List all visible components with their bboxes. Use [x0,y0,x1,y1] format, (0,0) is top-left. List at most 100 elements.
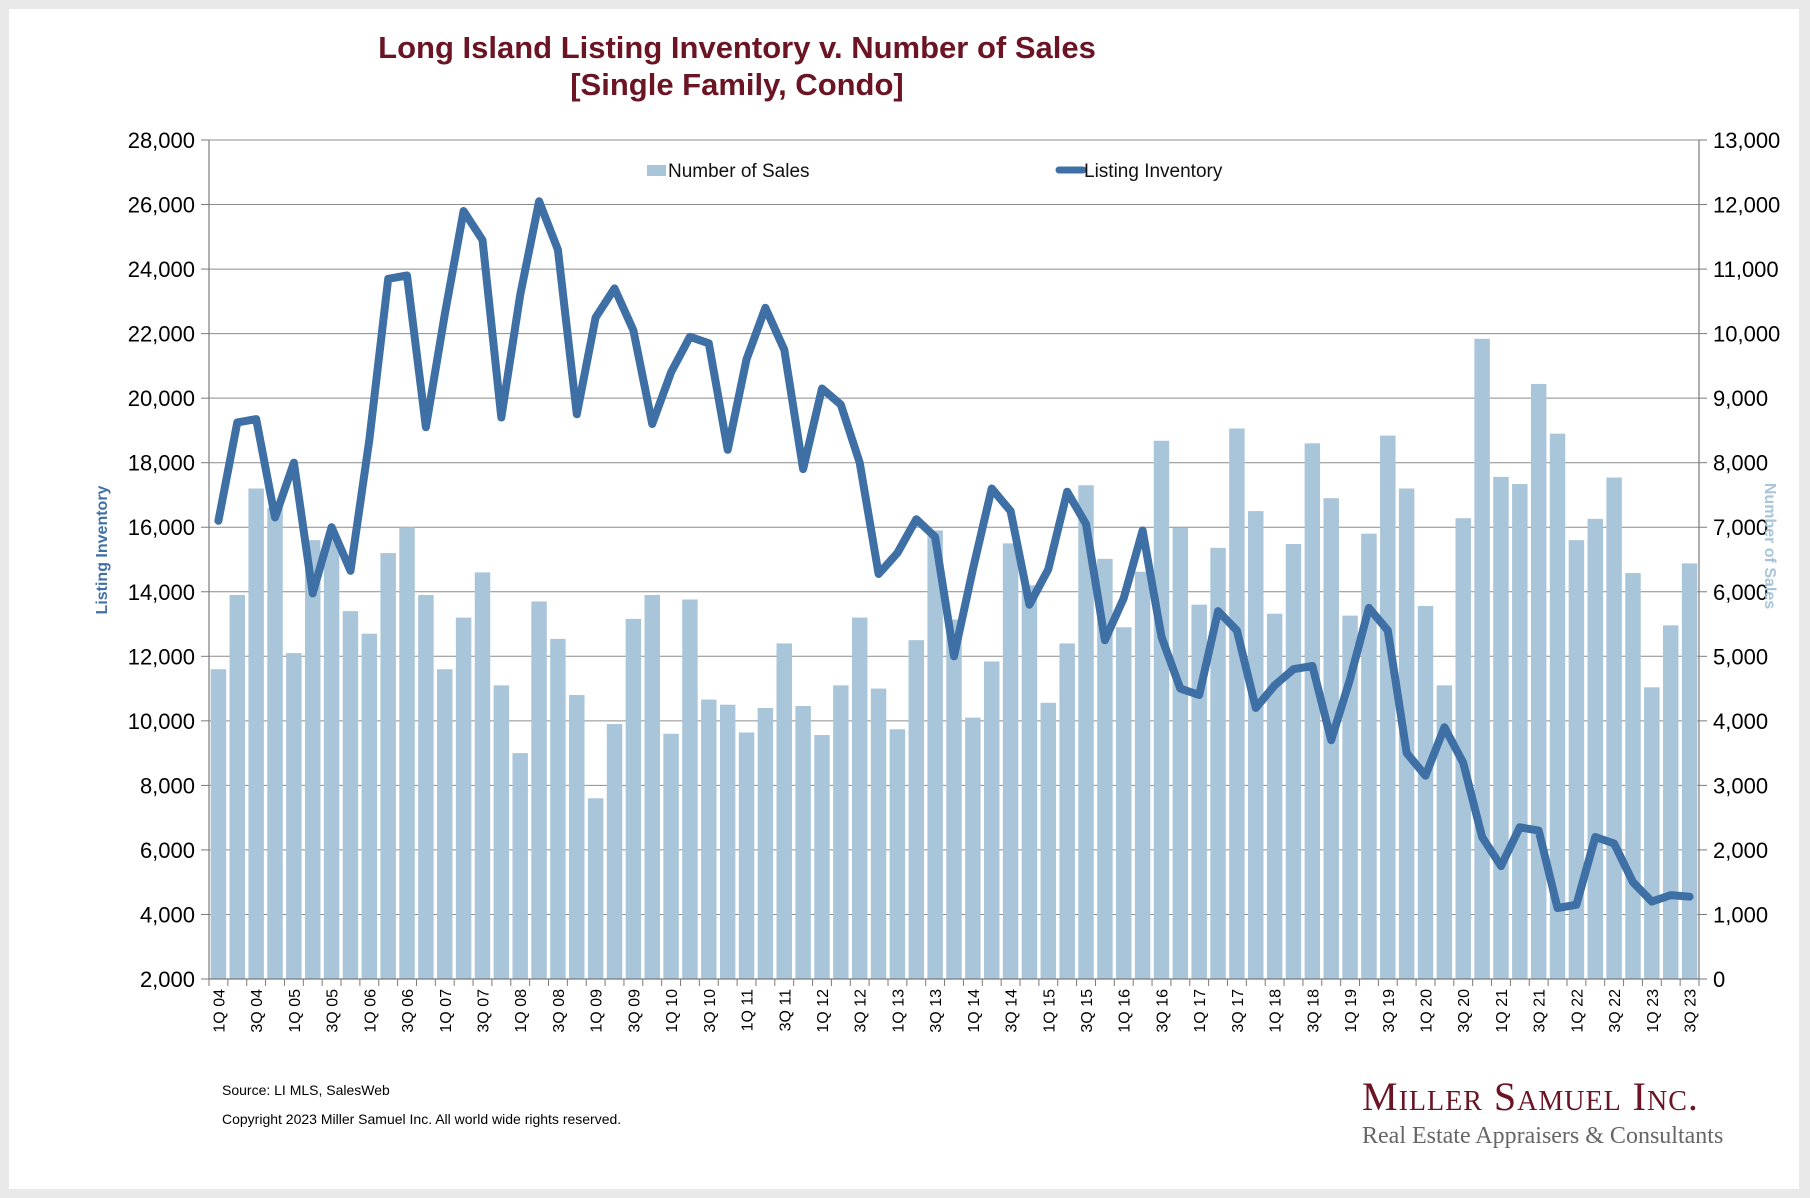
x-tick-label: 1Q 07 [438,989,455,1033]
x-tick-label: 3Q 11 [777,989,794,1032]
sales-bar [550,638,566,979]
sales-bar [1606,477,1622,979]
sales-bar [908,640,925,979]
sales-bar [512,753,528,979]
sales-bar [757,707,774,979]
sales-bar [663,733,679,979]
sales-bar [1078,485,1094,979]
sales-bar [851,617,868,979]
y-left-tick-label: 14,000 [128,580,195,605]
sales-bar [1134,571,1151,979]
sales-bar [267,507,283,979]
line-layer [214,197,1694,912]
x-tick-label: 1Q 12 [815,989,832,1033]
y-right-tick-label: 8,000 [1713,451,1768,476]
sales-bar [380,553,396,979]
sales-bar [1644,687,1660,979]
sales-bar [738,732,755,979]
legend: Number of Sales Listing Inventory [647,161,1223,182]
x-tick-label: 1Q 04 [211,989,228,1033]
x-tick-label: 3Q 15 [1079,989,1096,1033]
x-tick-label: 1Q 16 [1117,989,1134,1033]
sales-bar [531,601,547,979]
x-tick-label: 3Q 13 [928,989,945,1033]
x-tick-label: 1Q 22 [1569,989,1586,1033]
y-left-tick-label: 10,000 [128,709,195,734]
sales-bar [1116,627,1132,979]
x-tick-label: 1Q 14 [966,989,983,1033]
x-tick-label: 3Q 19 [1381,989,1398,1033]
sales-bar [1191,604,1207,979]
y-right-tick-label: 2,000 [1713,838,1768,863]
sales-bar [1229,428,1245,979]
sales-bar [210,669,227,979]
sales-bar [776,643,792,979]
x-tick-label: 1Q 11 [740,989,757,1032]
sales-bar [418,594,434,979]
y-left-tick-label: 2,000 [140,967,195,992]
sales-bar [305,540,321,979]
x-tick-label: 1Q 15 [1041,989,1058,1033]
copyright-note: Copyright 2023 Miller Samuel Inc. All wo… [222,1111,622,1127]
sales-bar [493,685,510,979]
sales-bar [1662,625,1679,979]
y-right-tick-label: 12,000 [1713,193,1780,218]
y-right-tick-label: 7,000 [1713,515,1768,540]
brand-logo-tagline: Real Estate Appraisers & Consultants [1362,1123,1724,1149]
y-left-axis-label: Listing Inventory [94,485,111,614]
sales-bar [1512,483,1528,979]
x-tick-label: 3Q 14 [1004,989,1021,1033]
sales-bar [965,717,981,979]
x-tick-label: 1Q 18 [1268,989,1285,1033]
y-left-tick-label: 20,000 [128,386,195,411]
sales-bar [399,527,415,979]
chart-title-line2: [Single Family, Condo] [570,67,904,102]
x-tick-label: 3Q 05 [325,989,342,1033]
y-left-tick-label: 26,000 [128,193,195,218]
y-left-tick-label: 12,000 [128,644,195,669]
x-tick-label: 1Q 21 [1494,989,1511,1033]
sales-bar [644,594,660,979]
sales-bar [229,594,246,979]
y-right-tick-label: 1,000 [1713,902,1768,927]
sales-bar [323,540,340,979]
x-tick-label: 1Q 05 [287,989,304,1033]
sales-bar [814,735,830,979]
legend-label-sales: Number of Sales [668,161,810,182]
y-right-tick-label: 0 [1713,967,1725,992]
sales-bar [1380,435,1396,979]
sales-bar [1417,605,1434,979]
sales-bar [361,633,378,979]
sales-bar [248,488,264,979]
sales-bar [1153,440,1170,979]
chart-svg: Long Island Listing Inventory v. Number … [94,30,1781,1033]
sales-bar [701,699,717,979]
sales-bar [1172,527,1189,979]
sales-bar [437,669,453,979]
x-tick-label: 3Q 20 [1456,989,1473,1033]
y-right-tick-label: 11,000 [1713,257,1779,282]
x-tick-label: 1Q 09 [589,989,606,1033]
x-tick-label: 3Q 10 [702,989,719,1033]
y-left-tick-label: 6,000 [140,838,195,863]
y-right-tick-label: 10,000 [1713,322,1780,347]
y-right-tick-label: 3,000 [1713,773,1768,798]
sales-bar [1021,585,1038,979]
x-tick-label: 3Q 04 [249,989,266,1033]
sales-bar [1002,543,1019,979]
sales-bar [1625,573,1641,979]
x-tick-label: 1Q 20 [1419,989,1436,1033]
x-tick-label: 3Q 22 [1607,989,1624,1033]
sales-bar [889,729,906,979]
sales-bar [1474,338,1490,980]
sales-bar [1361,533,1377,979]
sales-bar [625,618,642,979]
sales-bar [1493,476,1509,979]
x-tick-label: 3Q 08 [551,989,568,1033]
y-left-tick-label: 22,000 [128,322,195,347]
sales-bar [1248,511,1264,979]
sales-bar [833,685,849,979]
sales-bar [946,619,962,979]
x-tick-label: 3Q 06 [400,989,417,1033]
axis-layer: 2,000 0 4,000 1,000 6,000 2,000 8,000 3,000 10,0… [128,128,1781,1033]
